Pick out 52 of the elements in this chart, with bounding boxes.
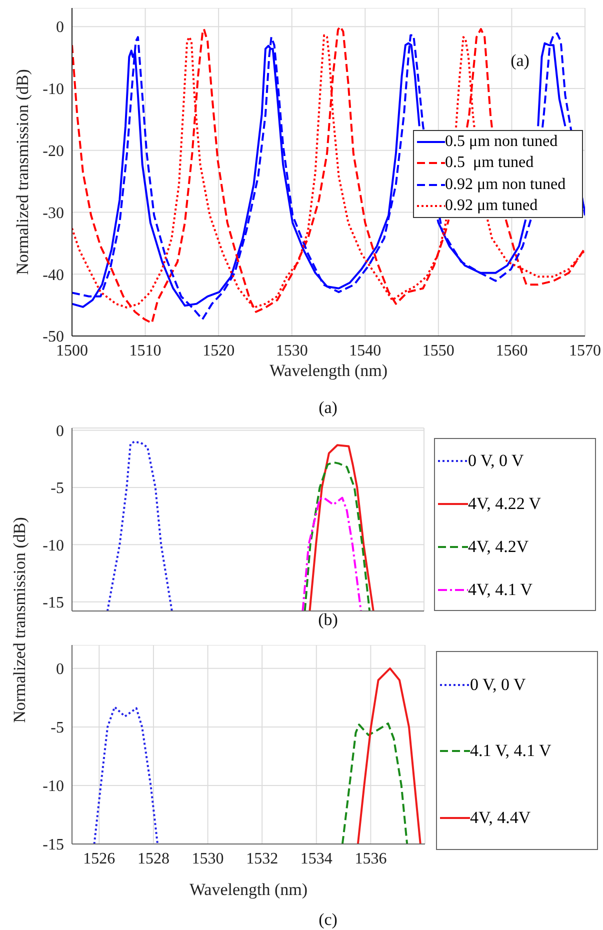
legend-label: 4V, 4.4V (470, 808, 531, 828)
legend-label: 0 V, 0 V (468, 450, 524, 471)
x-axis-title: Wavelength (nm) (269, 361, 388, 380)
annotation: (a) (510, 51, 530, 71)
x-tick-label: 1560 (496, 342, 528, 360)
x-tick-label: 1540 (349, 342, 382, 360)
line-series (106, 440, 173, 611)
y-tick-label: 0 (56, 422, 64, 440)
text: (c) (318, 910, 338, 930)
x-tick-label: 1510 (129, 342, 162, 360)
line-series (341, 722, 408, 844)
line-series (308, 444, 374, 611)
x-tick-label: 1526 (83, 850, 116, 868)
legend-label: 4.1 V, 4.1 V (470, 741, 552, 762)
y-tick-label: -10 (42, 81, 64, 98)
legend-label: 4V, 4.2V (468, 537, 529, 558)
annotation: (b) (318, 610, 338, 630)
y-axis-title: Normalized transmission (dB) (10, 517, 30, 723)
line-series (304, 461, 371, 611)
x-axis-title: Wavelength (nm) (189, 880, 308, 899)
x-tick-label: 1534 (300, 850, 332, 868)
y-tick-label: -15 (42, 836, 64, 854)
legend-label: 0.92 μm tuned (445, 197, 538, 216)
y-tick-label: -5 (50, 720, 64, 737)
y-tick-label: -30 (42, 204, 64, 222)
line-series (93, 706, 159, 844)
legend-label: 0 V, 0 V (470, 675, 526, 696)
x-tick-label: 1530 (276, 342, 308, 360)
legend-label: 4V, 4.22 V (468, 494, 542, 514)
x-tick-label: 1532 (246, 850, 278, 868)
x-tick-label: 1570 (569, 342, 601, 360)
y-tick-label: -15 (42, 594, 64, 612)
y-tick-label: 0 (56, 661, 64, 678)
y-axis-title: Normalized transmission (dB) (13, 69, 32, 275)
x-tick-label: 1536 (354, 850, 387, 868)
x-tick-label: 1528 (137, 850, 170, 868)
y-tick-label: -5 (50, 480, 64, 498)
text: (a) (318, 398, 338, 418)
y-tick-label: -10 (42, 778, 64, 796)
x-tick-label: 1530 (192, 850, 224, 868)
line-series (302, 496, 362, 611)
legend-label: 0.5 μm tuned (445, 154, 534, 172)
legend-label: 0.92 μm non tuned (445, 176, 566, 194)
y-tick-label: -20 (42, 143, 64, 160)
x-tick-label: 1520 (202, 342, 235, 360)
y-tick-label: 0 (56, 19, 64, 36)
x-tick-label: 1550 (422, 342, 454, 360)
line-series (356, 667, 422, 844)
legend-label: 0.5 μm non tuned (445, 132, 558, 151)
legend-label: 4V, 4.1 V (468, 580, 533, 600)
y-tick-label: -10 (42, 537, 64, 554)
y-tick-label: -40 (42, 266, 64, 284)
